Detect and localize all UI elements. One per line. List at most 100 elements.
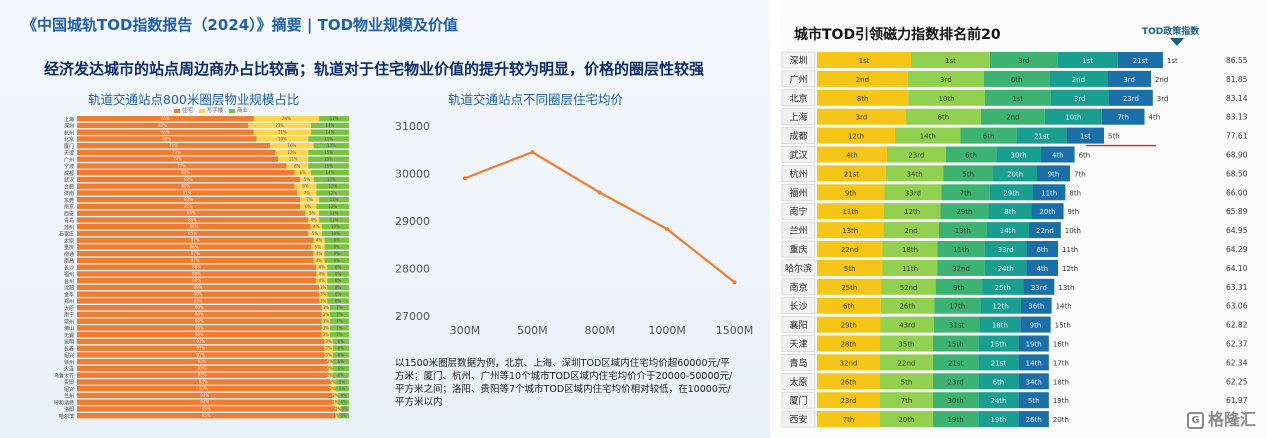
bar-segment-office — [253, 116, 320, 122]
bar-data-label: 7% — [336, 332, 343, 337]
rank-segment — [1033, 184, 1066, 201]
rank-segment — [817, 184, 885, 201]
bar-data-label: 80% — [181, 170, 190, 175]
bar-data-label: 3% — [342, 406, 349, 411]
price-note-line: 平方米之间；洛阳、贵阳等7个城市TOD区域内住宅均价相对较低，在10000元/ — [395, 384, 731, 395]
bar-segment-office — [321, 325, 330, 331]
bar-data-label: 7% — [306, 197, 313, 202]
rank-segment-label: 34th — [907, 170, 923, 178]
bar-data-label: 77% — [177, 163, 186, 168]
bar-data-label: 7% — [336, 325, 343, 330]
bar-segment-residential — [77, 257, 314, 264]
bar-segment-office — [256, 136, 309, 142]
bar-data-label: 89% — [194, 285, 203, 290]
bar-data-label: 93% — [199, 379, 208, 384]
rank-segment-label: 5th — [1028, 397, 1040, 405]
category-label: 苏州 — [64, 224, 74, 231]
rank-segment-label: 35th — [898, 341, 914, 349]
rank-segment — [940, 203, 989, 220]
bar-data-label: 6% — [338, 339, 345, 344]
rank-segment — [984, 259, 1027, 276]
city-label-box — [781, 108, 816, 125]
bar-segment-commercial — [316, 190, 349, 196]
bar-segment-commercial — [324, 244, 349, 250]
bar-segment-office — [316, 278, 328, 284]
legend-label-commercial: 商业 — [237, 108, 249, 114]
rank-segment-label: 1st — [1012, 95, 1023, 103]
bar-data-label: 89% — [194, 298, 203, 303]
bar-segment-residential — [77, 332, 322, 338]
bar-segment-office — [319, 298, 328, 304]
rank-segment-label: 11th — [953, 246, 969, 254]
rank-segment — [1066, 127, 1105, 144]
bar-segment-residential — [77, 210, 306, 216]
rank-segment-label: 9th — [1048, 170, 1060, 178]
rank-segment — [1057, 52, 1118, 68]
bar-data-label: 4% — [316, 238, 323, 243]
category-label: 乌鲁木齐 — [54, 372, 74, 379]
rank-segment-label: 29th — [841, 322, 857, 330]
x-tick-label: 1500M — [716, 324, 754, 337]
city-label: 哈尔滨 — [785, 262, 812, 274]
bar-segment-office — [327, 365, 333, 372]
rank-segment — [980, 108, 1045, 125]
bar-segment-commercial — [327, 264, 349, 270]
bar-data-label: 9% — [334, 238, 341, 243]
bar-segment-residential — [77, 352, 325, 358]
price-note-line: 方米；厦门、杭州、广州等10个城市TOD区域内住宅均价介于20000-50000… — [395, 371, 733, 382]
rank-segment — [989, 52, 1058, 68]
bar-segment-office — [327, 372, 333, 378]
bar-data-label: 88% — [192, 278, 201, 283]
rank-segment — [884, 184, 942, 201]
bar-data-label: 84% — [187, 211, 196, 216]
bar-segment-residential — [77, 237, 314, 243]
city-label-box — [781, 146, 816, 163]
city-label-box — [781, 89, 816, 107]
bar-data-label: 8% — [335, 265, 342, 270]
rank-segment — [996, 146, 1041, 163]
rank-segment — [1044, 108, 1102, 125]
rank-segment — [911, 52, 990, 68]
bar-segment-commercial — [310, 129, 349, 135]
bar-segment-commercial — [321, 224, 349, 230]
rank-segment-label: 19th — [1026, 341, 1042, 349]
bar-data-label: 11% — [330, 197, 339, 202]
bar-data-label: 5% — [309, 211, 316, 216]
rank-segment-label: 21st — [948, 359, 964, 367]
bar-segment-residential — [77, 365, 328, 372]
policy-rank-label: 14th — [1056, 303, 1072, 311]
bar-data-label: 11% — [330, 116, 339, 121]
bar-data-label: 16% — [287, 143, 296, 148]
rank-segment-label: 14th — [1000, 227, 1016, 235]
bar-segment-commercial — [316, 203, 349, 210]
city-label-box — [781, 221, 816, 239]
bar-data-label: 23% — [275, 123, 284, 128]
bar-segment-commercial — [308, 163, 349, 169]
bar-segment-commercial — [332, 365, 349, 372]
rank-segment — [895, 127, 961, 144]
rank-segment — [989, 184, 1033, 201]
rank-segment-label: 11th — [1041, 189, 1057, 197]
category-label: 长沙 — [64, 264, 74, 271]
bar-data-label: 3% — [323, 325, 330, 330]
rank-segment-label: 32nd — [952, 265, 970, 273]
bar-segment-residential — [77, 176, 301, 183]
index-score: 62.37 — [1226, 340, 1248, 349]
price-series-line — [464, 150, 736, 284]
rank-segment-label: 3rd — [1074, 95, 1086, 103]
bar-segment-office — [324, 345, 333, 351]
category-label: 哈尔滨 — [59, 413, 74, 420]
policy-rank-label: 10th — [1065, 227, 1081, 235]
tod-policy-marker-icon — [1170, 38, 1184, 46]
category-label: 福州 — [64, 271, 74, 278]
y-tick-label: 31000 — [395, 120, 430, 133]
bar-segment-office — [316, 264, 328, 270]
legend-label-office: 写字楼 — [206, 108, 224, 114]
rank-segment — [978, 392, 1019, 409]
legend-swatch-office — [198, 108, 205, 113]
rank-segment — [1018, 411, 1049, 428]
category-label: 北京 — [64, 136, 74, 143]
bar-segment-commercial — [310, 170, 349, 176]
index-score: 64.95 — [1226, 226, 1248, 235]
city-label: 青岛 — [789, 357, 807, 369]
